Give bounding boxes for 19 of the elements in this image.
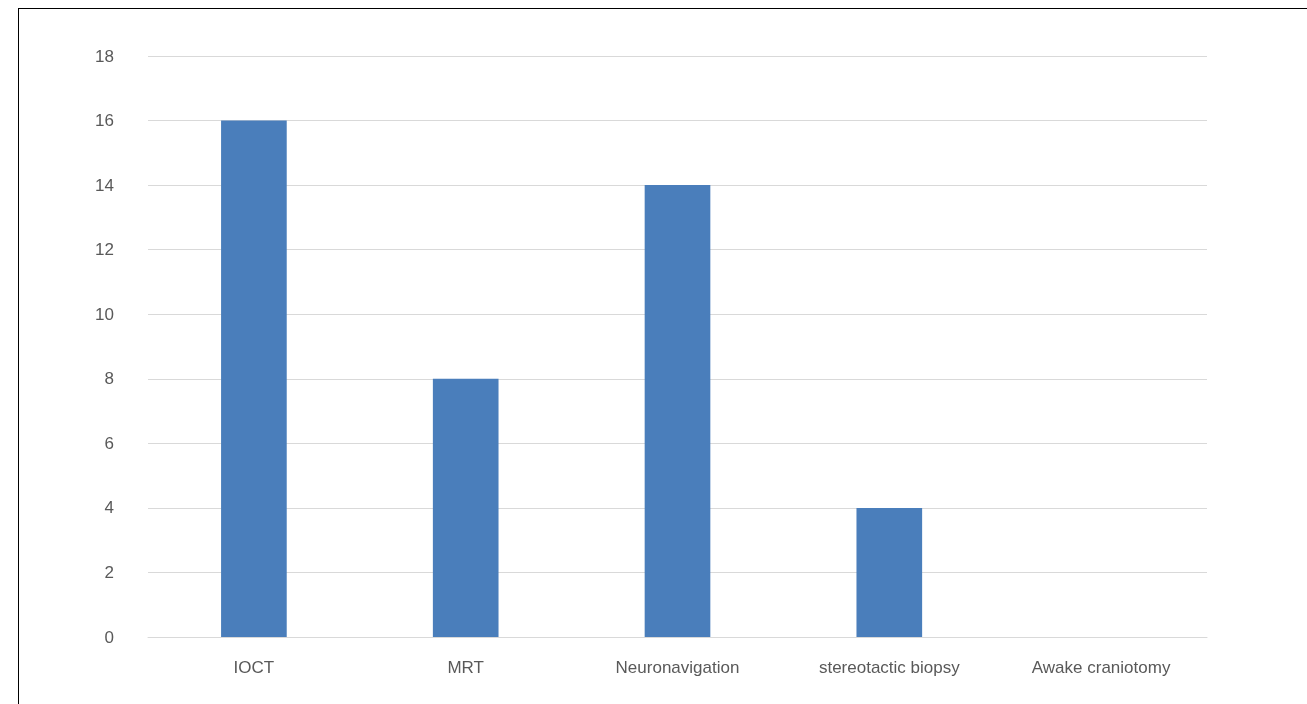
y-tick-label: 18 — [95, 46, 114, 66]
y-tick-label: 16 — [95, 111, 114, 131]
y-tick-label: 0 — [104, 627, 114, 647]
y-tick-label: 14 — [95, 175, 114, 195]
x-tick-label: MRT — [447, 658, 484, 677]
bar — [432, 378, 499, 637]
y-tick-label: 12 — [95, 240, 114, 260]
y-tick-label: 10 — [95, 304, 114, 324]
bar — [644, 185, 711, 637]
x-tick-label: Awake craniotomy — [1031, 658, 1171, 677]
y-tick-label: 8 — [104, 369, 114, 389]
x-tick-label: IOCT — [233, 658, 275, 677]
bar — [856, 507, 923, 637]
y-tick-label: 2 — [104, 562, 114, 582]
y-tick-label: 4 — [104, 498, 114, 518]
x-tick-label: stereotactic biopsy — [818, 658, 961, 677]
y-tick-label: 6 — [104, 433, 114, 453]
bar — [221, 120, 287, 637]
x-tick-label: Neuronavigation — [615, 658, 740, 677]
